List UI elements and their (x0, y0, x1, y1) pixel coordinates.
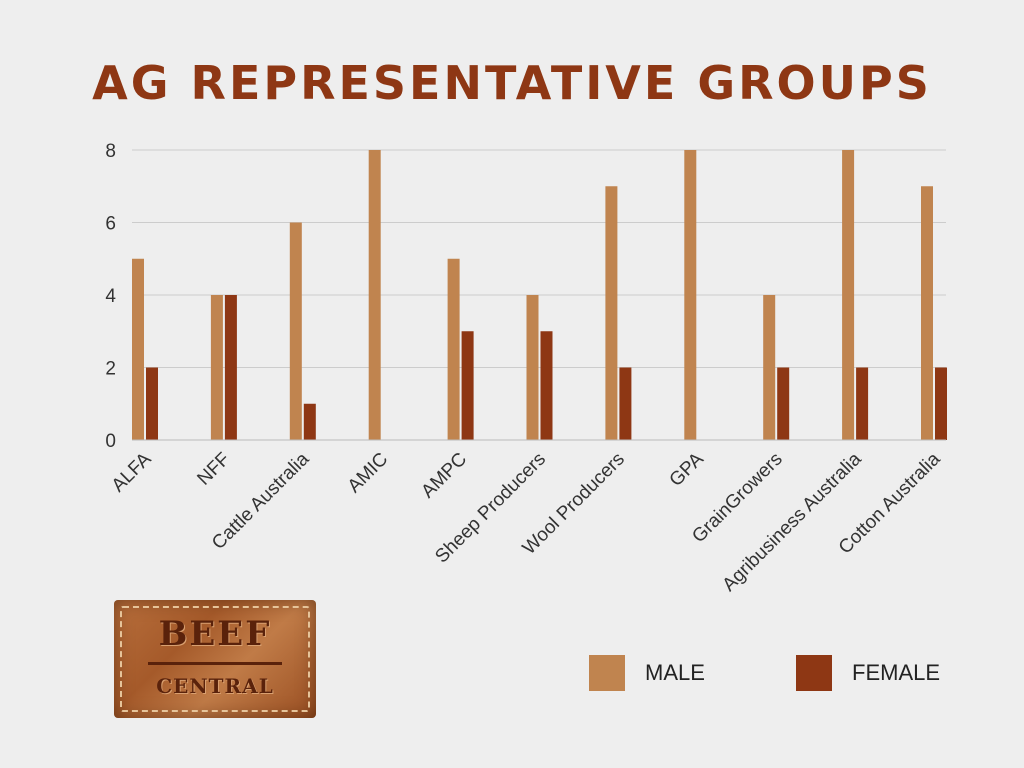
x-tick-label: NFF (193, 449, 234, 490)
legend-item-male: MALE (589, 655, 705, 691)
chart-title: AG REPRESENTATIVE GROUPS (92, 56, 932, 110)
y-tick-label: 6 (105, 214, 116, 235)
x-tick-label: GPA (666, 448, 708, 490)
x-tick-label: AMIC (344, 449, 392, 497)
bar-male (605, 186, 618, 440)
y-tick-label: 4 (105, 286, 116, 307)
logo-text-top: BEEF (158, 614, 272, 654)
legend-item-female: FEMALE (796, 655, 940, 691)
y-tick-label: 0 (105, 431, 116, 452)
bar-male (684, 150, 697, 440)
bar-male (289, 222, 302, 440)
bar-female (303, 403, 316, 440)
legend-swatch-male (589, 655, 625, 691)
bar-female (146, 367, 158, 440)
x-tick-label: ALFA (108, 448, 156, 496)
bar-male (210, 295, 223, 440)
beef-central-logo: BEEF CENTRAL (114, 600, 316, 718)
bar-female (935, 367, 947, 440)
legend-label-female: FEMALE (852, 660, 941, 685)
logo-text-bottom: CENTRAL (156, 674, 274, 698)
bar-male (132, 258, 144, 440)
legend-swatch-female (796, 655, 832, 691)
bar-male (368, 150, 381, 440)
bar-male (763, 295, 776, 440)
bar-male (526, 295, 539, 440)
bar-female (224, 295, 237, 440)
y-tick-label: 8 (105, 141, 116, 162)
y-tick-label: 2 (105, 359, 116, 380)
bar-male (921, 186, 933, 440)
bar-female (461, 331, 474, 440)
x-tick-label: AMPC (417, 449, 471, 503)
x-tick-label: Agribusiness Australia (719, 448, 866, 595)
bar-female (540, 331, 553, 440)
bar-female (619, 367, 632, 440)
bar-male (842, 150, 855, 440)
logo-divider (148, 662, 282, 665)
bar-male (447, 258, 460, 440)
legend-label-male: MALE (645, 660, 705, 685)
logo-stitching (120, 606, 310, 712)
bar-female (777, 367, 790, 440)
bar-female (856, 367, 869, 440)
